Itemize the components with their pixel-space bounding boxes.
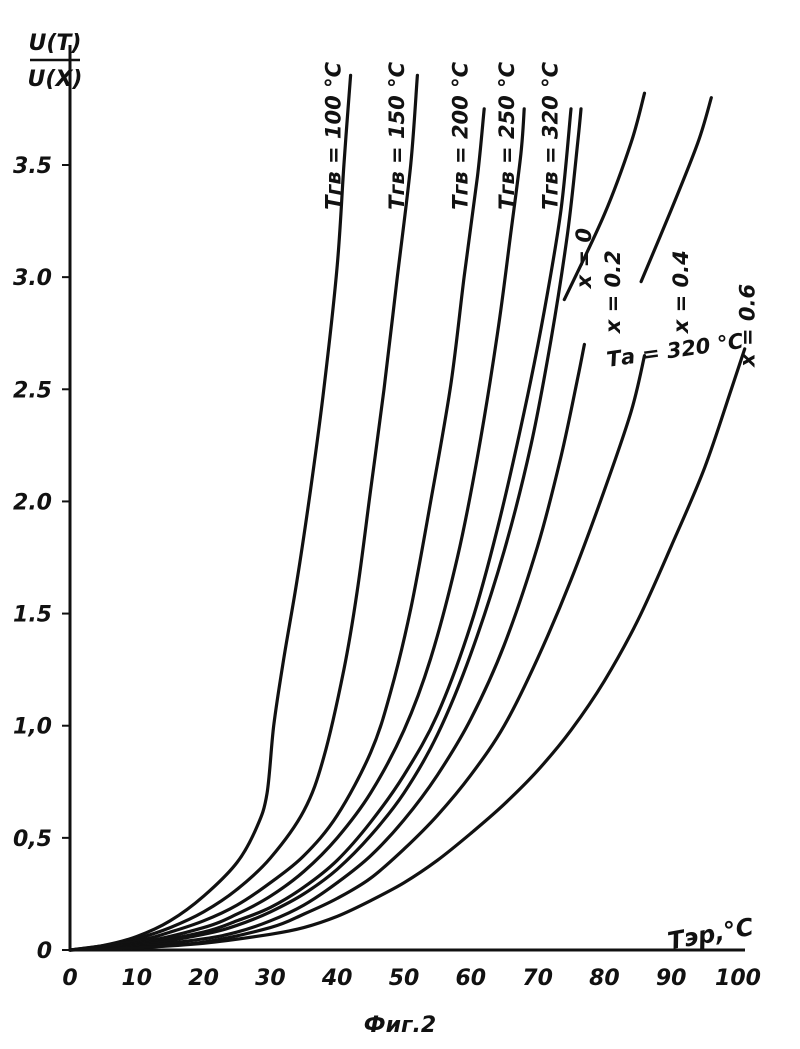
x-tick-label: 90 bbox=[656, 966, 687, 991]
x-tick-label: 60 bbox=[455, 966, 486, 991]
y-tick-labels: 0 0,5 1,0 1.5 2.0 2.5 3.0 3.5 bbox=[13, 154, 70, 964]
y-tick-label: 3.5 bbox=[13, 154, 52, 179]
curve-label: Тгв = 150 °С bbox=[385, 61, 409, 209]
y-tick-label: 1.5 bbox=[13, 603, 52, 628]
series-line bbox=[70, 349, 745, 950]
series-line bbox=[70, 344, 584, 950]
series-line bbox=[70, 109, 484, 950]
x-tick-label: 10 bbox=[121, 966, 152, 991]
curve-label: Тгв = 100 °С bbox=[322, 61, 346, 209]
y-tick-label: 1,0 bbox=[13, 715, 52, 740]
x-tick-label: 100 bbox=[715, 966, 761, 991]
y-tick-label: 2.5 bbox=[13, 378, 52, 403]
x-tick-label: 20 bbox=[188, 966, 219, 991]
y-tick-label: 3.0 bbox=[13, 266, 52, 291]
y-tick-label: 0 bbox=[37, 939, 52, 964]
curve-label: Та = 320 °С bbox=[605, 329, 745, 372]
figure-caption: Фиг.2 bbox=[364, 1013, 436, 1038]
series-line bbox=[70, 109, 571, 950]
curve-label: Тгв = 200 °С bbox=[448, 61, 472, 209]
y-tick-label: 0,5 bbox=[13, 827, 52, 852]
series-line bbox=[70, 109, 581, 950]
curve-label: x = 0.2 bbox=[601, 250, 625, 334]
x-tick-label: 50 bbox=[389, 966, 420, 991]
x-tick-label: 80 bbox=[589, 966, 620, 991]
curve-label: x = 0 bbox=[572, 228, 596, 289]
series-line bbox=[70, 75, 351, 950]
curve-label: x = 0.4 bbox=[669, 250, 693, 334]
curve-label: x = 0.6 bbox=[736, 284, 760, 368]
curve-label: Тгв = 320 °С bbox=[539, 61, 563, 209]
y-axis-title: U(T) U(X) bbox=[28, 31, 83, 92]
x-tick-labels: 0 10 20 30 40 50 60 70 80 90 100 bbox=[62, 966, 761, 991]
y-axis-label-top: U(T) bbox=[29, 31, 82, 56]
x-tick-label: 0 bbox=[62, 966, 77, 991]
x-tick-label: 70 bbox=[522, 966, 553, 991]
y-axis-label-bottom: U(X) bbox=[28, 67, 83, 92]
series-line bbox=[70, 356, 645, 950]
x-tick-label: 30 bbox=[255, 966, 286, 991]
y-tick-label: 2.0 bbox=[13, 490, 52, 515]
x-tick-label: 40 bbox=[321, 966, 353, 991]
series-line bbox=[70, 75, 417, 950]
curve-label: Тгв = 250 °С bbox=[495, 61, 519, 209]
